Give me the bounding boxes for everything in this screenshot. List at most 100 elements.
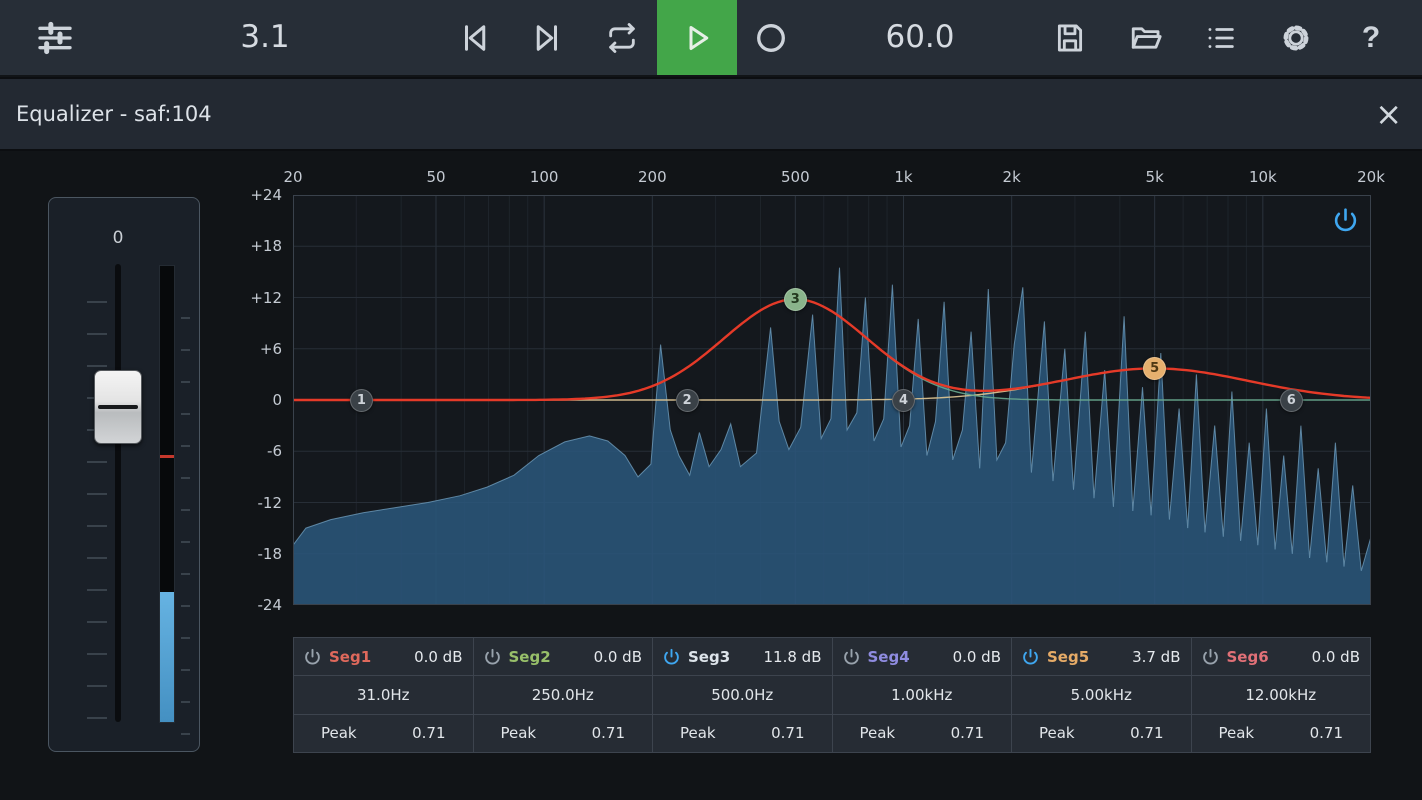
- freq-tick-label: 20k: [1357, 168, 1385, 186]
- seg-power-icon[interactable]: [304, 648, 321, 665]
- seg-name-label[interactable]: Seg6: [1226, 647, 1269, 666]
- level-meter-peak-mark: [160, 455, 174, 458]
- eq-power-button[interactable]: [1329, 203, 1361, 235]
- loop-icon[interactable]: [593, 9, 651, 67]
- db-tick-label: -6: [267, 442, 282, 461]
- fader-tick: [87, 717, 107, 719]
- seg-name-label[interactable]: Seg3: [688, 647, 731, 666]
- meter-tick: [181, 733, 190, 735]
- meter-tick: [181, 669, 190, 671]
- fader-tick: [87, 333, 107, 335]
- save-icon[interactable]: [1041, 9, 1099, 67]
- seg-column-1: Seg1 0.0 dB 31.0Hz Peak 0.71: [294, 638, 473, 752]
- gear-icon[interactable]: [1267, 9, 1325, 67]
- gain-fader-panel: 0: [48, 197, 200, 752]
- seg-power-icon[interactable]: [484, 648, 501, 665]
- skip-to-start-icon[interactable]: [445, 9, 503, 67]
- seg-freq-value[interactable]: 5.00kHz: [1012, 676, 1191, 714]
- db-tick-label: +6: [259, 339, 282, 358]
- fader-tick: [87, 525, 107, 527]
- meter-tick: [181, 701, 190, 703]
- meter-tick: [181, 349, 190, 351]
- help-glyph: ?: [1361, 20, 1381, 54]
- eq-plot: [293, 195, 1371, 605]
- meter-tick: [181, 317, 190, 319]
- playhead-position[interactable]: 3.1: [240, 19, 290, 55]
- fader-tick: [87, 365, 107, 367]
- eq-band-marker-4[interactable]: 4: [891, 388, 915, 412]
- seg-peak-cell: Peak 0.71: [1012, 714, 1191, 752]
- seg-column-5: Seg5 3.7 dB 5.00kHz Peak 0.71: [1012, 638, 1191, 752]
- meter-tick: [181, 573, 190, 575]
- eq-band-marker-5[interactable]: 5: [1143, 356, 1167, 380]
- freq-tick-label: 500: [780, 168, 810, 186]
- fader-tick: [87, 557, 107, 559]
- record-button[interactable]: [742, 9, 800, 67]
- seg-peak-cell: Peak 0.71: [294, 714, 473, 752]
- eq-band-marker-1[interactable]: 1: [349, 388, 373, 412]
- seg-peak-label: Peak: [321, 724, 357, 743]
- fader-track[interactable]: [115, 264, 121, 722]
- fader-tick: [87, 493, 107, 495]
- fader-tick: [87, 589, 107, 591]
- list-icon[interactable]: [1192, 9, 1250, 67]
- eq-graph[interactable]: 1 2 3 4 5 6: [293, 195, 1371, 605]
- db-tick-label: +12: [250, 288, 282, 307]
- seg-column-4: Seg4 0.0 dB 1.00kHz Peak 0.71: [832, 638, 1011, 752]
- seg-peak-label: Peak: [1039, 724, 1075, 743]
- meter-tick: [181, 445, 190, 447]
- tempo-display[interactable]: 60.0: [885, 19, 955, 55]
- freq-tick-label: 50: [426, 168, 446, 186]
- eq-band-marker-6[interactable]: 6: [1279, 388, 1303, 412]
- meter-tick: [181, 541, 190, 543]
- seg-header-cell: Seg3 11.8 dB: [653, 638, 832, 676]
- seg-power-icon[interactable]: [843, 648, 860, 665]
- play-button[interactable]: [657, 0, 737, 75]
- seg-peak-cell: Peak 0.71: [832, 714, 1011, 752]
- seg-freq-value[interactable]: 500.0Hz: [653, 676, 832, 714]
- skip-to-end-icon[interactable]: [519, 9, 577, 67]
- seg-peak-value: 0.71: [591, 724, 625, 743]
- db-tick-label: +24: [250, 186, 282, 204]
- db-tick-label: +18: [250, 237, 282, 256]
- seg-gain-value[interactable]: 3.7 dB: [1132, 647, 1181, 666]
- fader-handle[interactable]: [94, 370, 142, 444]
- seg-gain-value[interactable]: 11.8 dB: [763, 647, 822, 666]
- eq-band-marker-2[interactable]: 2: [675, 388, 699, 412]
- plugin-window-titlebar: Equalizer - saf:104 ×: [0, 77, 1422, 151]
- seg-name-label[interactable]: Seg4: [867, 647, 910, 666]
- open-folder-icon[interactable]: [1117, 9, 1175, 67]
- seg-power-icon[interactable]: [1202, 648, 1219, 665]
- seg-header-cell: Seg5 3.7 dB: [1012, 638, 1191, 676]
- seg-header-cell: Seg1 0.0 dB: [294, 638, 473, 676]
- freq-tick-label: 200: [638, 168, 667, 186]
- fader-tick: [87, 685, 107, 687]
- meter-tick: [181, 637, 190, 639]
- level-meter: [159, 265, 175, 723]
- seg-name-label[interactable]: Seg1: [329, 647, 372, 666]
- seg-name-label[interactable]: Seg5: [1047, 647, 1090, 666]
- seg-peak-label: Peak: [680, 724, 716, 743]
- level-meter-fill: [160, 592, 174, 722]
- close-icon[interactable]: ×: [1375, 95, 1402, 133]
- fader-tick: [87, 621, 107, 623]
- seg-power-icon[interactable]: [663, 648, 680, 665]
- seg-gain-value[interactable]: 0.0 dB: [952, 647, 1001, 666]
- seg-freq-value[interactable]: 1.00kHz: [832, 676, 1011, 714]
- db-tick-label: 0: [272, 391, 282, 409]
- seg-freq-value[interactable]: 31.0Hz: [294, 676, 473, 714]
- meter-tick: [181, 381, 190, 383]
- mixer-sliders-icon[interactable]: [26, 9, 84, 67]
- seg-freq-value[interactable]: 250.0Hz: [473, 676, 652, 714]
- seg-name-label[interactable]: Seg2: [508, 647, 551, 666]
- eq-band-marker-3[interactable]: 3: [783, 287, 807, 311]
- db-tick-label: -12: [257, 493, 283, 512]
- seg-gain-value[interactable]: 0.0 dB: [1311, 647, 1360, 666]
- seg-gain-value[interactable]: 0.0 dB: [593, 647, 642, 666]
- seg-peak-value: 0.71: [1130, 724, 1164, 743]
- seg-gain-value[interactable]: 0.0 dB: [414, 647, 463, 666]
- seg-freq-value[interactable]: 12.00kHz: [1191, 676, 1370, 714]
- seg-power-icon[interactable]: [1022, 648, 1039, 665]
- meter-tick: [181, 509, 190, 511]
- help-icon[interactable]: ?: [1342, 9, 1400, 67]
